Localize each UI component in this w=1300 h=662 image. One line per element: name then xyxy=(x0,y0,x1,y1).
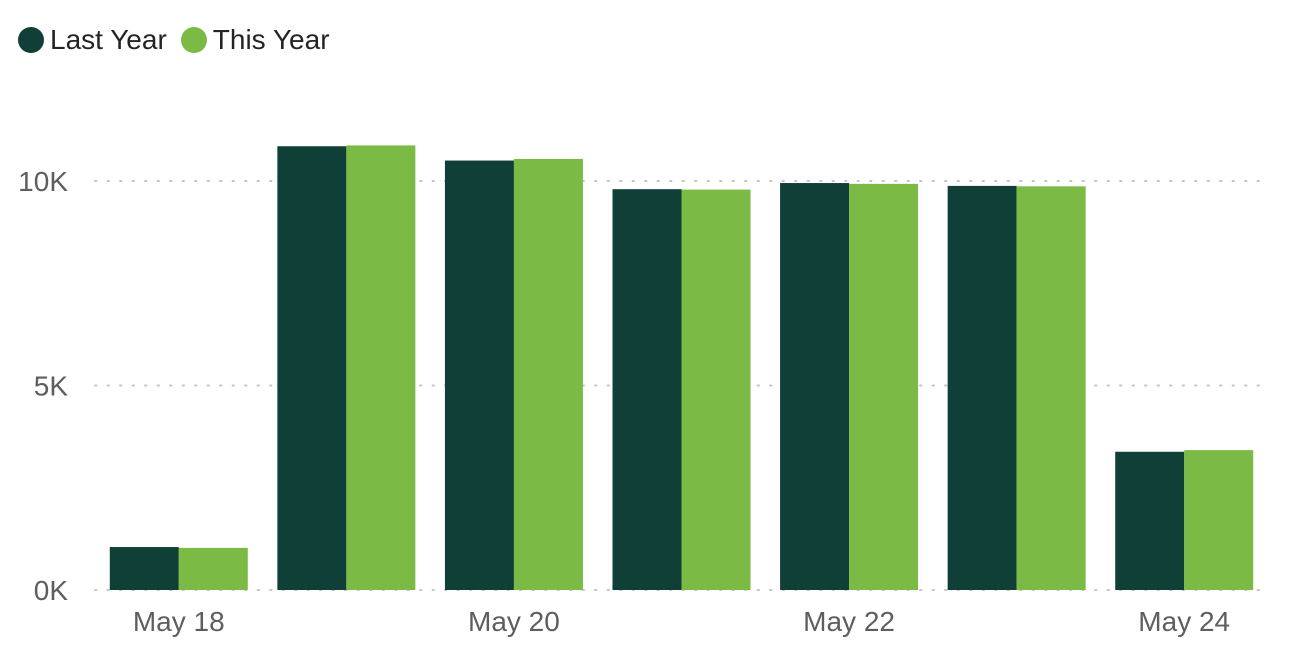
bar-this-year[interactable] xyxy=(513,158,583,590)
bar-last-year[interactable] xyxy=(277,146,347,591)
bar-this-year[interactable] xyxy=(178,547,248,590)
x-tick-label: May 24 xyxy=(1138,606,1230,637)
bar-this-year[interactable] xyxy=(346,145,416,591)
legend-item-last-year[interactable]: Last Year xyxy=(18,24,167,56)
legend-item-this-year[interactable]: This Year xyxy=(180,24,330,56)
bar-last-year[interactable] xyxy=(109,547,179,590)
bar-last-year[interactable] xyxy=(1115,451,1185,590)
chart-legend: Last Year This Year xyxy=(18,22,344,58)
bar-last-year[interactable] xyxy=(780,183,850,591)
y-axis: 0K 5K 10K xyxy=(18,166,68,606)
bar-last-year[interactable] xyxy=(612,189,682,590)
x-tick-label: May 20 xyxy=(468,606,560,637)
bar-last-year[interactable] xyxy=(947,185,1017,590)
bar-this-year[interactable] xyxy=(1016,186,1086,590)
bars xyxy=(109,145,1254,591)
x-axis: May 18 May 20 May 22 May 24 xyxy=(133,606,1230,637)
x-tick-label: May 18 xyxy=(133,606,225,637)
y-tick-label: 0K xyxy=(34,575,69,606)
x-tick-label: May 22 xyxy=(803,606,895,637)
bar-this-year[interactable] xyxy=(849,183,919,590)
legend-swatch-last-year xyxy=(18,27,44,53)
bar-this-year[interactable] xyxy=(1184,450,1254,590)
legend-label-last-year: Last Year xyxy=(50,24,167,55)
bar-this-year[interactable] xyxy=(681,189,751,591)
legend-swatch-this-year xyxy=(180,27,207,53)
y-tick-label: 10K xyxy=(18,166,68,197)
y-tick-label: 5K xyxy=(34,371,69,402)
legend-label-this-year: This Year xyxy=(212,24,330,55)
bar-last-year[interactable] xyxy=(444,160,514,591)
